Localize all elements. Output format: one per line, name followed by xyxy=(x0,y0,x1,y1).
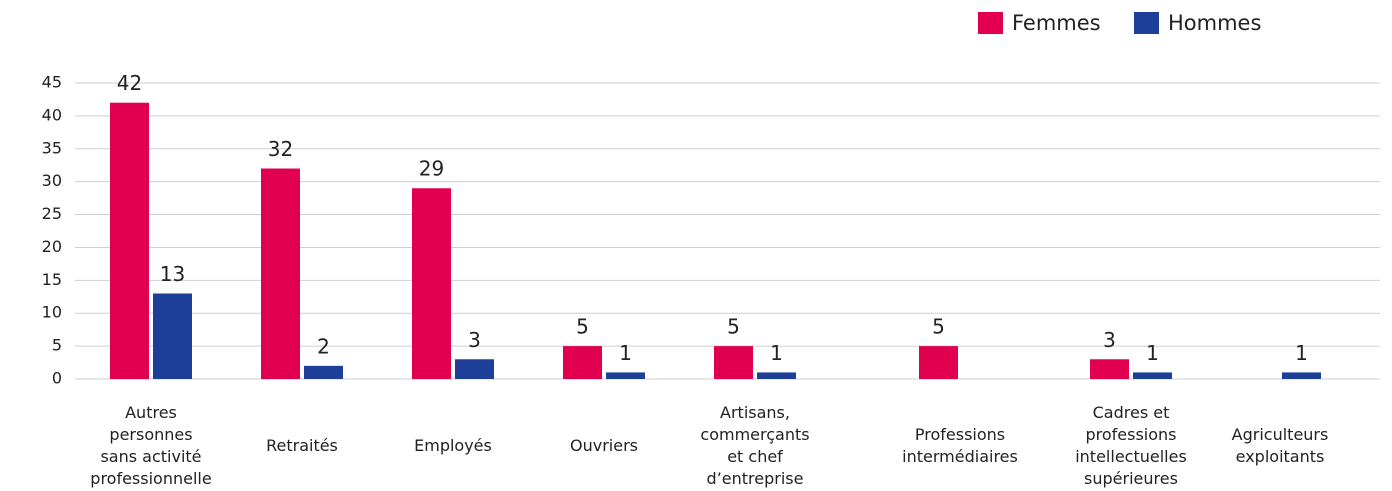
value-label: 13 xyxy=(160,262,185,286)
x-tick-label-line: Cadres et xyxy=(1093,403,1170,422)
y-tick-label: 10 xyxy=(42,303,62,322)
value-label: 42 xyxy=(117,71,142,95)
value-label: 3 xyxy=(1103,328,1116,352)
bar xyxy=(1090,359,1129,379)
x-tick-label: Employés xyxy=(414,436,492,455)
y-tick-label: 5 xyxy=(52,336,62,355)
bar xyxy=(563,346,602,379)
bar xyxy=(412,188,451,379)
bar xyxy=(606,372,645,379)
x-tick-label-line: sans activité xyxy=(100,447,201,466)
value-label: 5 xyxy=(727,315,740,339)
x-tick-label-line: supérieures xyxy=(1084,469,1178,488)
legend-swatch xyxy=(1134,12,1159,34)
x-tick-label: Artisans, commerçants et chef d’entreprise xyxy=(700,403,809,488)
x-tick-label-line: Professions xyxy=(915,425,1005,444)
x-tick-label: Autres personnes sans activité professionne… xyxy=(90,403,211,488)
bar xyxy=(153,293,192,379)
y-tick-label: 35 xyxy=(42,138,62,157)
x-tick-label-line: commerçants xyxy=(700,425,809,444)
x-tick-label-line: Agriculteurs xyxy=(1232,425,1329,444)
x-tick-label-line: exploitants xyxy=(1236,447,1325,466)
value-label: 1 xyxy=(619,341,632,365)
value-label: 1 xyxy=(1146,341,1159,365)
x-tick-label-line: professions xyxy=(1085,425,1176,444)
value-label: 32 xyxy=(268,137,293,161)
value-label: 5 xyxy=(932,315,945,339)
value-label: 5 xyxy=(576,315,589,339)
y-tick-label: 45 xyxy=(42,73,62,92)
bar xyxy=(110,102,149,379)
bar xyxy=(455,359,494,379)
x-tick-label: Professions intermédiaires xyxy=(902,425,1018,466)
bar xyxy=(261,168,300,379)
y-tick-label: 0 xyxy=(52,369,62,388)
x-tick-label: Cadres et professions intellectuelles supér… xyxy=(1075,403,1187,488)
value-label: 1 xyxy=(770,341,783,365)
x-tick-label-line: intellectuelles xyxy=(1075,447,1187,466)
x-tick-label-line: Ouvriers xyxy=(570,436,638,455)
x-tick-label-line: Autres xyxy=(125,403,177,422)
y-tick-label: 30 xyxy=(42,171,62,190)
bar xyxy=(1133,372,1172,379)
y-tick-label: 15 xyxy=(42,270,62,289)
x-tick-label-line: professionnelle xyxy=(90,469,211,488)
x-tick-label-line: personnes xyxy=(109,425,192,444)
y-tick-label: 25 xyxy=(42,204,62,223)
bar xyxy=(714,346,753,379)
bar xyxy=(757,372,796,379)
value-label: 29 xyxy=(419,157,444,181)
x-tick-label: Agriculteurs exploitants xyxy=(1232,425,1329,466)
x-tick-label-line: Employés xyxy=(414,436,492,455)
bar xyxy=(304,365,343,379)
x-tick-label-line: d’entreprise xyxy=(707,469,804,488)
value-label: 2 xyxy=(317,334,330,358)
bar xyxy=(1282,372,1321,379)
value-label: 1 xyxy=(1295,341,1308,365)
y-tick-label: 40 xyxy=(42,105,62,124)
legend-label: Hommes xyxy=(1168,11,1261,35)
legend-label: Femmes xyxy=(1012,11,1101,35)
y-tick-label: 20 xyxy=(42,237,62,256)
x-tick-label-line: Artisans, xyxy=(720,403,790,422)
legend-swatch xyxy=(978,12,1003,34)
x-tick-label: Ouvriers xyxy=(570,436,638,455)
value-label: 3 xyxy=(468,328,481,352)
x-tick-label-line: et chef xyxy=(727,447,783,466)
x-tick-label: Retraités xyxy=(266,436,338,455)
x-tick-label-line: Retraités xyxy=(266,436,338,455)
x-tick-label-line: intermédiaires xyxy=(902,447,1018,466)
bar xyxy=(919,346,958,379)
